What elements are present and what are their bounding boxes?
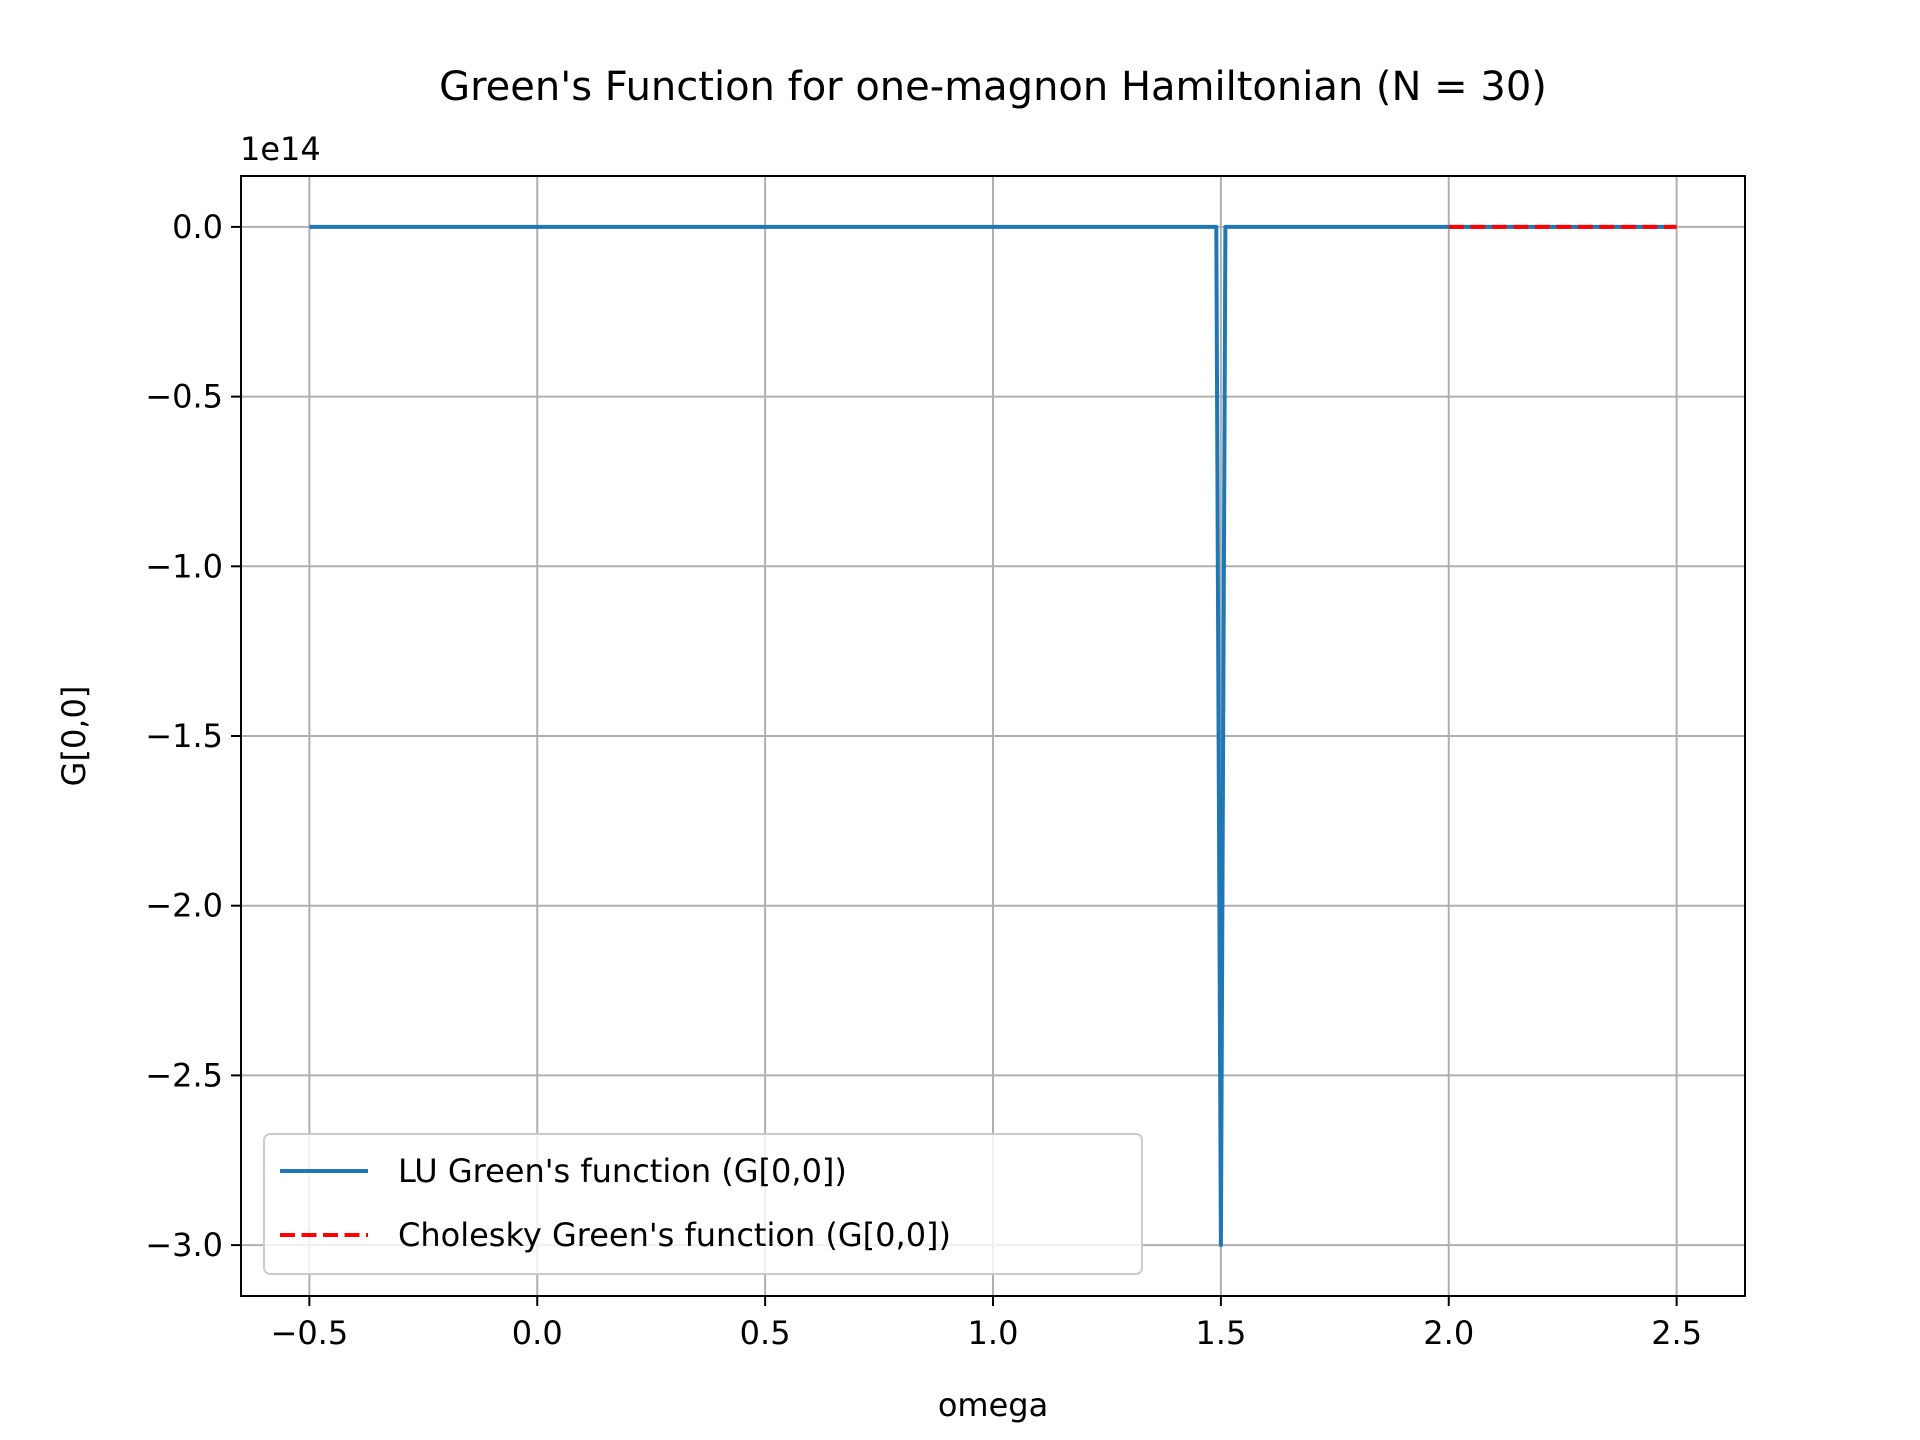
y-tick-label: −1.5 (145, 717, 223, 755)
x-tick-label: 0.0 (512, 1314, 563, 1352)
legend-box (263, 1133, 1143, 1275)
legend-label-cholesky: Cholesky Green's function (G[0,0]) (398, 1216, 951, 1254)
axis-ticks: −0.5 0.0 0.5 1.0 1.5 2.0 2.5 0.0 −0.5 −1.0 −1.5 −2.… (145, 208, 1702, 1352)
y-tick-label: −2.0 (145, 887, 223, 925)
y-tick-label: −3.0 (145, 1226, 223, 1264)
y-offset-label: 1e14 (240, 130, 321, 168)
x-tick-label: 0.5 (740, 1314, 791, 1352)
x-tick-label: 2.5 (1651, 1314, 1702, 1352)
legend: LU Green's function (G[0,0]) Cholesky Gr… (263, 1133, 1143, 1275)
legend-label-lu: LU Green's function (G[0,0]) (398, 1152, 847, 1190)
x-tick-label: 1.5 (1195, 1314, 1246, 1352)
chart-title: Green's Function for one-magnon Hamilton… (439, 64, 1547, 110)
y-tick-label: −1.0 (145, 547, 223, 585)
plot-lines (309, 224, 1677, 1248)
x-tick-label: 1.0 (968, 1314, 1019, 1352)
y-tick-label: −2.5 (145, 1056, 223, 1094)
x-tick-label: 2.0 (1423, 1314, 1474, 1352)
y-tick-label: −0.5 (145, 378, 223, 416)
x-tick-label: −0.5 (271, 1314, 349, 1352)
x-axis-label: omega (938, 1386, 1048, 1424)
series-line-0 (309, 224, 1677, 1248)
y-axis-label: G[0,0] (55, 686, 93, 787)
y-tick-label: 0.0 (172, 208, 223, 246)
